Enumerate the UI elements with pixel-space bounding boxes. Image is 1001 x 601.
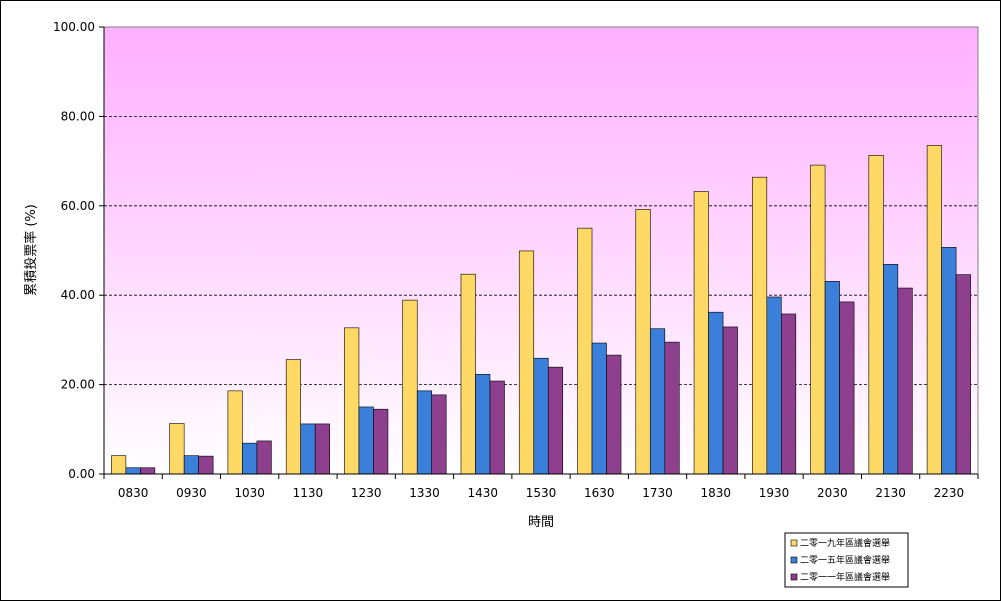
bar xyxy=(955,274,971,475)
bar xyxy=(475,374,491,475)
bar xyxy=(111,455,127,475)
x-tick-label: 1330 xyxy=(409,486,440,500)
x-tick-label: 1930 xyxy=(759,486,790,500)
bar xyxy=(722,326,738,475)
bar xyxy=(752,176,768,475)
bar xyxy=(518,250,535,475)
legend-swatch xyxy=(790,556,798,564)
bar xyxy=(708,311,724,475)
bar xyxy=(649,328,666,475)
legend-swatch xyxy=(790,573,798,581)
bar xyxy=(431,394,447,475)
bar xyxy=(242,442,258,475)
x-tick-label: 2230 xyxy=(934,486,965,500)
y-tick-label: 0.00 xyxy=(68,467,95,481)
bar xyxy=(460,273,476,475)
bar xyxy=(577,227,593,475)
y-axis-title: 累積投票率 (%) xyxy=(23,204,39,296)
bar xyxy=(839,301,855,475)
bar xyxy=(693,191,709,475)
bar xyxy=(810,164,826,475)
bar xyxy=(198,455,214,475)
bar xyxy=(285,359,301,475)
bar xyxy=(533,357,549,475)
bars xyxy=(111,145,971,475)
bar xyxy=(402,299,418,475)
bar xyxy=(664,341,680,475)
y-tick-label: 80.00 xyxy=(61,109,95,123)
x-tick-label: 1730 xyxy=(642,486,673,500)
legend-label: 二零一一年區議會選舉 xyxy=(800,571,890,583)
x-tick-label: 2130 xyxy=(875,486,906,500)
bar xyxy=(766,296,782,475)
bar xyxy=(169,423,185,475)
x-axis-title: 時間 xyxy=(528,515,554,530)
bar xyxy=(373,408,389,475)
bar xyxy=(824,281,840,475)
bar xyxy=(926,145,942,475)
bar xyxy=(344,327,360,475)
legend-label: 二零一九年區議會選舉 xyxy=(800,537,890,549)
bar xyxy=(591,342,607,475)
bar xyxy=(547,366,564,475)
bar xyxy=(897,287,913,475)
bar xyxy=(941,247,957,475)
x-tick-label: 1130 xyxy=(293,486,324,500)
bar xyxy=(227,390,243,475)
x-tick-label: 1630 xyxy=(584,486,615,500)
bar xyxy=(606,354,622,475)
x-tick-label: 0830 xyxy=(118,486,149,500)
bar xyxy=(125,467,141,475)
legend-label: 二零一五年區議會選舉 xyxy=(800,554,890,566)
y-axis-ticks: 0.00 20.00 40.00 60.00 80.00 100.00 xyxy=(53,20,104,481)
y-tick-label: 40.00 xyxy=(61,288,95,302)
bar xyxy=(635,209,651,475)
bar xyxy=(140,467,156,475)
bar xyxy=(416,390,433,475)
bar xyxy=(868,154,884,475)
bar xyxy=(300,423,316,475)
x-axis-ticks: 0830 0930 1030 1130 1230 1330 1430 1530 1630 1730… xyxy=(103,27,979,500)
y-tick-label: 60.00 xyxy=(61,199,95,213)
x-tick-label: 1030 xyxy=(234,486,265,500)
bar xyxy=(489,380,505,475)
x-tick-label: 1530 xyxy=(526,486,557,500)
bar xyxy=(183,455,199,475)
x-tick-label: 0930 xyxy=(176,486,207,500)
x-tick-label: 1230 xyxy=(351,486,382,500)
bar xyxy=(314,423,330,475)
bar xyxy=(256,440,272,475)
x-tick-label: 1430 xyxy=(467,486,498,500)
y-tick-label: 20.00 xyxy=(61,378,95,392)
legend-swatch xyxy=(790,539,798,547)
x-tick-label: 1830 xyxy=(701,486,732,500)
bar xyxy=(358,406,374,475)
legend-box xyxy=(784,532,909,588)
x-tick-label: 2030 xyxy=(817,486,848,500)
bar xyxy=(781,313,797,475)
bar xyxy=(883,264,899,475)
y-tick-label: 100.00 xyxy=(53,20,95,34)
